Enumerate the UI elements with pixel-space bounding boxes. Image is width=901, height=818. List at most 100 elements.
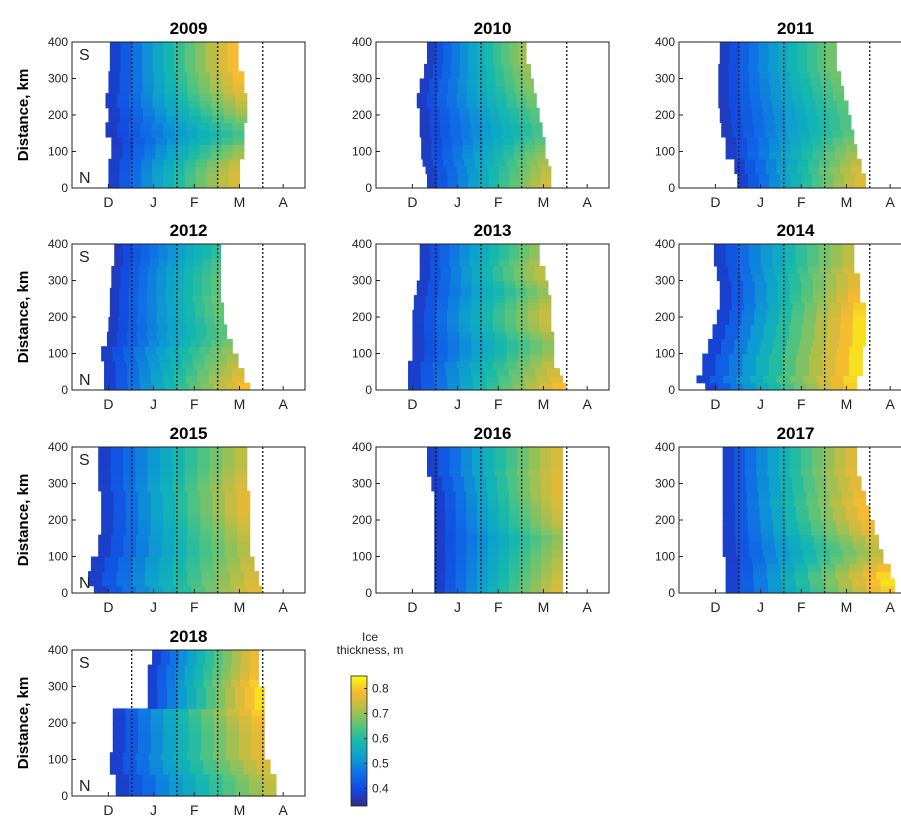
heatmap-cell [472, 375, 486, 384]
heatmap-cell [729, 100, 741, 109]
heatmap-cell [778, 287, 791, 296]
heatmap-cell [154, 115, 167, 123]
heatmap-cell [209, 85, 222, 94]
heatmap-cell [718, 71, 730, 80]
heatmap-cell [747, 527, 762, 536]
heatmap-cell [541, 512, 553, 521]
heatmap-cell [552, 382, 566, 391]
heatmap-cell [101, 346, 113, 355]
heatmap-cell [149, 258, 160, 267]
heatmap-cell [812, 338, 827, 347]
heatmap-cell [459, 375, 473, 384]
heatmap-cell [509, 534, 521, 543]
heatmap-cell [186, 129, 199, 138]
heatmap-cell [219, 585, 235, 594]
heatmap-cell [472, 136, 484, 145]
heatmap-cell [436, 93, 448, 101]
heatmap-cell [477, 166, 489, 174]
heatmap-cell [434, 534, 446, 543]
heatmap-cell [173, 368, 187, 376]
heatmap-cell [460, 447, 473, 455]
heatmap-cell [434, 578, 446, 587]
heatmap-cell [199, 549, 213, 558]
heatmap-cell [429, 244, 441, 252]
heatmap-cell [832, 136, 844, 145]
heatmap-cell [157, 693, 168, 702]
heatmap-cell [527, 295, 540, 303]
heatmap-cell [234, 461, 248, 470]
heatmap-cell [195, 309, 206, 318]
heatmap-cell [186, 331, 198, 340]
heatmap-cell [461, 265, 473, 274]
heatmap-cell [823, 468, 835, 477]
heatmap-cell [822, 353, 837, 362]
heatmap-cell [539, 461, 552, 470]
heatmap-cell [238, 752, 252, 761]
heatmap-cell [234, 468, 248, 477]
heatmap-cell [196, 686, 207, 695]
heatmap-cell [185, 317, 196, 325]
heatmap-cell [138, 375, 152, 384]
heatmap-cell [768, 136, 780, 145]
heatmap-cell [498, 563, 510, 572]
heatmap-cell [511, 129, 523, 138]
heatmap-cell [187, 527, 201, 536]
heatmap-cell [530, 527, 542, 536]
heatmap-cell [551, 447, 563, 455]
heatmap-cell [509, 556, 521, 565]
heatmap-cell [202, 280, 213, 289]
heatmap-cell [213, 302, 225, 311]
heatmap-cell [869, 556, 884, 565]
heatmap-cell [213, 730, 227, 739]
heatmap-cell [441, 63, 452, 72]
heatmap-cell [820, 71, 832, 80]
heatmap-cell [471, 353, 484, 362]
heatmap-cell [156, 273, 167, 282]
heatmap-cell [780, 476, 793, 485]
x-tick-label: A [278, 194, 288, 210]
heatmap-cell [433, 158, 445, 167]
heatmap-cell [239, 664, 250, 673]
heatmap-cell [144, 151, 157, 160]
heatmap-cell [209, 129, 222, 138]
heatmap-cell [759, 512, 773, 521]
heatmap-cell [498, 578, 510, 587]
heatmap-cell [549, 375, 563, 384]
heatmap-cell [530, 578, 542, 587]
heatmap-cell [136, 541, 150, 550]
heatmap-cell [444, 505, 457, 514]
heatmap-cell [523, 375, 538, 384]
heatmap-cell [173, 571, 189, 579]
heatmap-cell [725, 331, 739, 340]
heatmap-cell [795, 353, 810, 362]
heatmap-cell [150, 505, 164, 514]
heatmap-cell [483, 454, 496, 463]
heatmap-cell [222, 788, 237, 797]
heatmap-cell [503, 136, 515, 145]
heatmap-cell [722, 527, 736, 536]
heatmap-cell [721, 338, 735, 347]
heatmap-cell [734, 512, 748, 521]
heatmap-cell [215, 353, 228, 362]
heatmap-cell [785, 527, 800, 536]
heatmap-cell [198, 78, 211, 87]
heatmap-cell [729, 317, 743, 325]
heatmap-cell [504, 85, 515, 94]
heatmap-cell [221, 461, 235, 470]
heatmap-cell [435, 49, 445, 58]
heatmap-cell [193, 251, 204, 260]
heatmap-cell [215, 701, 226, 709]
heatmap-cell [769, 151, 781, 160]
x-tick-label: A [885, 599, 895, 615]
heatmap-cell [221, 671, 232, 680]
heatmap-cell [438, 461, 451, 470]
heatmap-cell [423, 317, 437, 325]
heatmap-cell [839, 324, 854, 333]
heatmap-cell [816, 49, 828, 58]
heatmap-cell [212, 664, 223, 673]
heatmap-cell [519, 180, 531, 189]
heatmap-cell [722, 476, 735, 485]
heatmap-cell [235, 774, 250, 782]
heatmap-cell [227, 49, 239, 58]
heatmap-cell [551, 578, 563, 587]
